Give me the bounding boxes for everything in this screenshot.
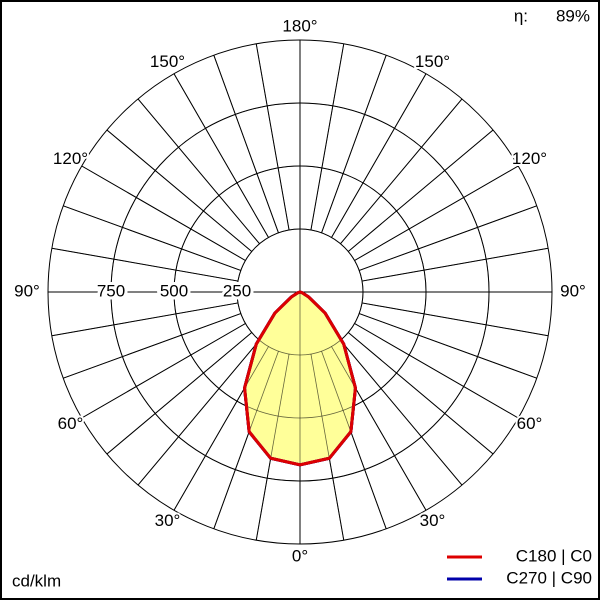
spoke-overlay <box>340 98 463 244</box>
spoke-overlay <box>106 332 252 455</box>
spoke-overlay <box>331 73 427 238</box>
spoke-overlay <box>310 43 345 231</box>
legend-label: C270 | C90 <box>506 568 592 587</box>
intensity-outline <box>243 290 357 467</box>
r-tick-label: 250 <box>223 281 251 300</box>
spoke-overlay <box>361 247 549 282</box>
spoke-overlay <box>310 353 345 541</box>
theta-tick-label: 60° <box>517 414 543 433</box>
theta-tick-label: 60° <box>58 414 84 433</box>
spoke-overlay <box>348 332 494 455</box>
efficiency: 89% <box>556 6 590 25</box>
legend-label: C180 | C0 <box>516 546 592 565</box>
spoke-overlay <box>213 55 279 233</box>
spoke-overlay <box>255 43 290 231</box>
theta-tick-label: 90° <box>560 281 586 300</box>
theta-tick-label: 150° <box>150 52 185 71</box>
spoke-overlay <box>173 73 269 238</box>
spoke-overlay <box>361 302 549 337</box>
spoke-overlay <box>63 313 241 379</box>
spoke-overlay <box>354 323 519 419</box>
theta-tick-label: 120° <box>512 149 547 168</box>
efficiency-label: η: <box>514 6 528 25</box>
unit-label: cd/klm <box>12 571 61 590</box>
theta-tick-label: 120° <box>53 149 88 168</box>
spoke-overlay <box>137 340 260 486</box>
theta-tick-label: 180° <box>282 16 317 35</box>
spoke-overlay <box>213 351 279 529</box>
spoke-overlay <box>63 205 241 271</box>
spoke-overlay <box>340 340 463 486</box>
theta-tick-label: 150° <box>415 52 450 71</box>
spoke-overlay <box>348 129 494 252</box>
spoke-overlay <box>106 129 252 252</box>
theta-tick-label: 30° <box>420 511 446 530</box>
spoke-overlay <box>173 346 269 511</box>
spoke-overlay <box>81 323 246 419</box>
spoke-overlay <box>81 165 246 261</box>
spoke-overlay <box>137 98 260 244</box>
spoke-overlay <box>321 55 387 233</box>
spoke-overlay <box>255 353 290 541</box>
spoke-overlay <box>331 346 427 511</box>
theta-tick-label: 0° <box>292 546 308 565</box>
theta-tick-label: 90° <box>14 281 40 300</box>
spoke-overlay <box>51 302 239 337</box>
spoke-overlay <box>359 313 537 379</box>
r-tick-label: 500 <box>160 281 188 300</box>
spoke-overlay <box>359 205 537 271</box>
spoke-overlay <box>51 247 239 282</box>
theta-tick-label: 30° <box>155 511 181 530</box>
spoke-overlay <box>354 165 519 261</box>
spoke-overlay <box>321 351 387 529</box>
r-tick-label: 750 <box>97 281 125 300</box>
